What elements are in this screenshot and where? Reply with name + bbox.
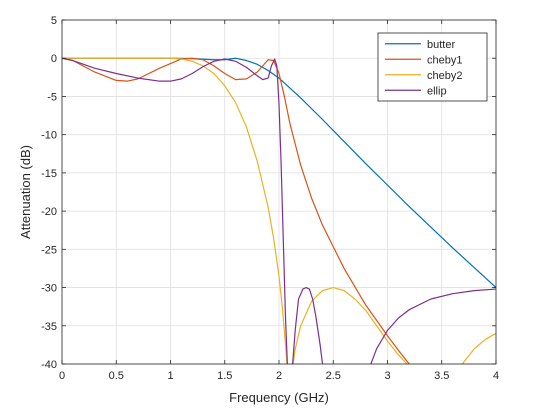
- series-line-ellip: [370, 288, 496, 364]
- y-tick-label: -15: [41, 168, 57, 180]
- axis-ticks: 0 0.5 1 1.5 2 2.5 3 3.5 4 5 0 -5 -10 -15 -20 -25 -30 -35 -…: [41, 15, 499, 382]
- y-tick-label: -5: [47, 91, 57, 103]
- series-line-cheby2: [461, 332, 496, 364]
- x-tick-label: 0.5: [109, 370, 124, 382]
- x-tick-label: 0: [59, 370, 65, 382]
- legend-label-cheby1: cheby1: [427, 54, 462, 66]
- x-tick-label: 2.5: [326, 370, 341, 382]
- y-tick-label: -35: [41, 321, 57, 333]
- x-tick-label: 2: [276, 370, 282, 382]
- legend: butter cheby1 cheby2 ellip: [377, 32, 488, 102]
- y-axis-label: Attenuation (dB): [18, 145, 33, 239]
- y-tick-label: 0: [51, 53, 57, 65]
- series-line-cheby2: [62, 57, 288, 364]
- y-tick-label: -20: [41, 206, 57, 218]
- y-tick-label: 5: [51, 15, 57, 27]
- series-line-ellip: [292, 286, 324, 364]
- y-tick-label: -40: [41, 359, 57, 371]
- series-line-ellip: [62, 57, 288, 364]
- x-tick-label: 4: [493, 370, 499, 382]
- x-tick-label: 3: [384, 370, 390, 382]
- series-line-cheby1: [62, 57, 410, 364]
- y-tick-label: -25: [41, 244, 57, 256]
- x-tick-label: 1.5: [217, 370, 232, 382]
- legend-label-butter: butter: [427, 39, 455, 51]
- series-layer: [62, 57, 496, 364]
- y-tick-label: -30: [41, 283, 57, 295]
- legend-label-ellip: ellip: [427, 85, 447, 97]
- legend-label-cheby2: cheby2: [427, 70, 462, 82]
- x-tick-label: 3.5: [434, 370, 449, 382]
- x-tick-label: 1: [167, 370, 173, 382]
- x-axis-label: Frequency (GHz): [229, 390, 329, 405]
- y-tick-label: -10: [41, 130, 57, 142]
- series-line-cheby2: [292, 286, 408, 364]
